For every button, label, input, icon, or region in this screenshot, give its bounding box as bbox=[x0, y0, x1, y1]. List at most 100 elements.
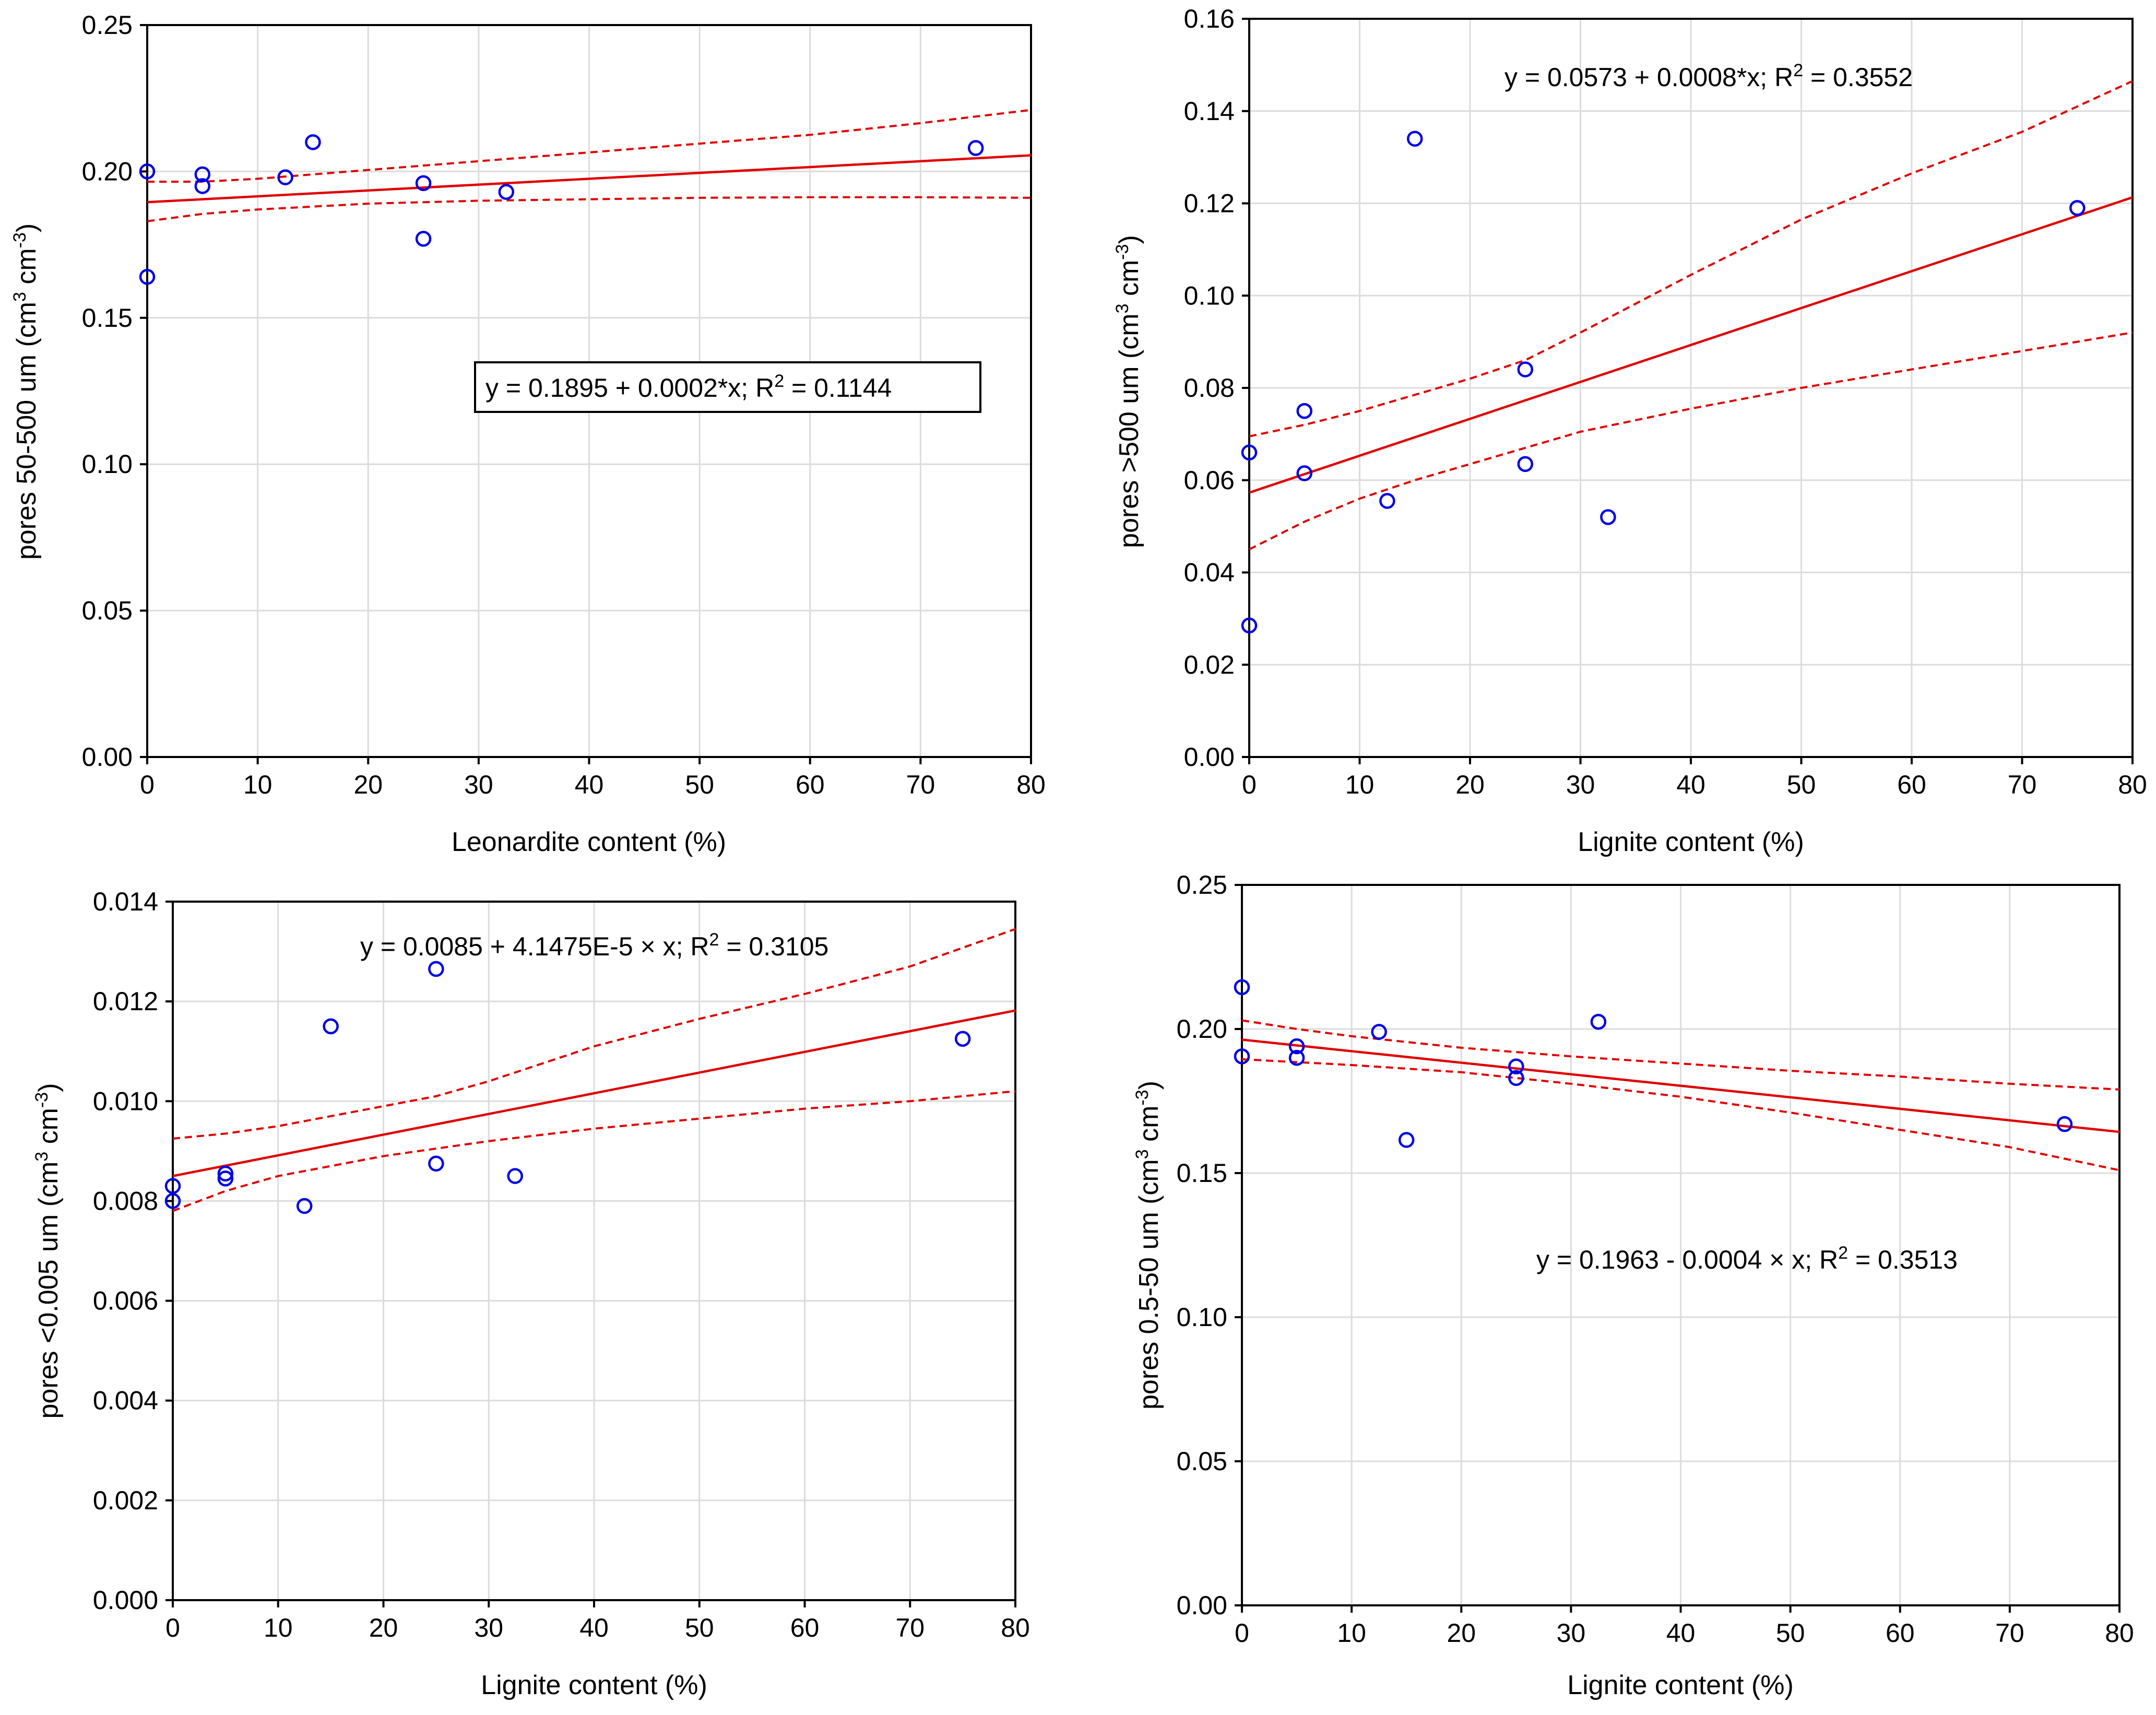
data-point bbox=[1398, 1132, 1415, 1148]
y-tick-label: 0.10 bbox=[82, 450, 133, 479]
y-tick-label: 0.20 bbox=[1177, 1014, 1227, 1044]
regression-equation-part: = 0.3552 bbox=[1803, 63, 1913, 92]
x-tick-label: 0 bbox=[165, 1613, 180, 1642]
data-point bbox=[1234, 1048, 1250, 1065]
y-axis-label-part: ) bbox=[11, 223, 42, 232]
data-point bbox=[277, 169, 293, 185]
y-tick-label: 0.00 bbox=[1177, 1591, 1227, 1620]
y-tick-label: 0.008 bbox=[93, 1186, 158, 1215]
x-tick-label: 70 bbox=[895, 1613, 925, 1642]
regression-line bbox=[1241, 1038, 2120, 1133]
x-tick-label: 50 bbox=[1787, 770, 1816, 799]
data-point bbox=[164, 1178, 181, 1194]
y-tick-label: 0.05 bbox=[1177, 1447, 1227, 1476]
confidence-band-upper bbox=[1241, 1019, 2120, 1091]
y-axis-label-part: cm bbox=[11, 248, 42, 292]
data-point bbox=[164, 1193, 181, 1209]
regression-equation: y = 0.1963 - 0.0004 × x; R2 = 0.3513 bbox=[1536, 1243, 1958, 1274]
y-axis-label-part: -3 bbox=[1112, 244, 1132, 259]
data-point bbox=[428, 961, 444, 977]
data-point bbox=[1288, 1038, 1305, 1055]
data-point bbox=[1296, 465, 1312, 481]
y-axis-label-part: 3 bbox=[1132, 1149, 1152, 1159]
x-tick-label: 40 bbox=[1666, 1618, 1696, 1648]
regression-equation-part: y = 0.0573 + 0.0008*x; R bbox=[1505, 63, 1793, 92]
data-point bbox=[194, 166, 211, 183]
data-point bbox=[1296, 403, 1312, 419]
data-point bbox=[1508, 1070, 1524, 1086]
data-point bbox=[2056, 1116, 2073, 1132]
x-tick-label: 10 bbox=[1345, 770, 1375, 799]
regression-equation-part: y = 0.1963 - 0.0004 × x; R bbox=[1536, 1245, 1838, 1274]
data-point bbox=[1371, 1024, 1387, 1040]
data-point bbox=[1241, 444, 1258, 460]
regression-equation-part: = 0.1144 bbox=[784, 373, 892, 403]
data-point bbox=[1288, 1049, 1305, 1066]
y-axis-label: pores <0.005 um (cm3 cm-3) bbox=[32, 1083, 64, 1418]
data-point bbox=[217, 1170, 234, 1187]
y-axis-label-part: 3 bbox=[1112, 303, 1132, 313]
y-tick-label: 0.10 bbox=[1184, 281, 1235, 310]
x-tick-label: 0 bbox=[1242, 770, 1257, 799]
confidence-band-lower bbox=[147, 196, 1032, 222]
y-tick-label: 0.15 bbox=[1177, 1158, 1227, 1188]
confidence-band-upper bbox=[1249, 80, 2133, 437]
regression-line bbox=[1249, 196, 2133, 494]
confidence-band-lower bbox=[1249, 331, 2133, 551]
y-axis-label-part: ) bbox=[1134, 1081, 1164, 1090]
x-tick-label: 20 bbox=[369, 1613, 398, 1642]
chart-panel-top-left: 0 10 20 30 40 50 60 70 80 0.00 0.05 0.10 0.15 0.20 0.2… bbox=[10, 10, 1046, 857]
data-point bbox=[217, 1165, 234, 1182]
y-tick-label: 0.16 bbox=[1184, 4, 1235, 33]
y-tick-label: 0.000 bbox=[93, 1586, 158, 1615]
regression-equation-part: = 0.3105 bbox=[719, 932, 828, 961]
x-axis-label: Leonardite content (%) bbox=[452, 827, 726, 857]
x-tick-label: 50 bbox=[685, 1613, 714, 1642]
x-tick-label: 70 bbox=[2008, 770, 2037, 799]
data-point bbox=[1590, 1013, 1607, 1030]
data-point bbox=[507, 1168, 523, 1184]
x-tick-label: 80 bbox=[2118, 770, 2147, 799]
confidence-band-upper bbox=[172, 928, 1016, 1140]
x-tick-label: 60 bbox=[1886, 1618, 1915, 1648]
y-tick-label: 0.006 bbox=[93, 1286, 158, 1316]
x-tick-label: 10 bbox=[243, 770, 273, 799]
x-tick-label: 60 bbox=[790, 1613, 820, 1642]
y-axis-label: pores 0.5-50 um (cm3 cm-3) bbox=[1132, 1081, 1164, 1410]
y-tick-label: 0.08 bbox=[1184, 373, 1235, 403]
y-axis-label-part: pores 0.5-50 um (cm bbox=[1134, 1159, 1164, 1410]
regression-equation: y = 0.0085 + 4.1475E-5 × x; R2 = 0.3105 bbox=[360, 930, 828, 961]
y-axis-label-part: -3 bbox=[10, 232, 30, 248]
data-point bbox=[1379, 493, 1395, 509]
regression-equation-part: y = 0.0085 + 4.1475E-5 × x; R bbox=[360, 932, 709, 961]
x-tick-label: 20 bbox=[1455, 770, 1485, 799]
confidence-band-upper bbox=[147, 109, 1032, 183]
x-tick-label: 20 bbox=[353, 770, 383, 799]
data-point bbox=[1241, 617, 1258, 634]
y-axis-label-part: 3 bbox=[32, 1152, 52, 1162]
y-axis-label-part: ) bbox=[33, 1083, 64, 1092]
data-point bbox=[1517, 456, 1533, 472]
data-point bbox=[1517, 361, 1533, 377]
x-tick-label: 30 bbox=[1566, 770, 1595, 799]
data-point bbox=[1600, 509, 1616, 525]
x-axis-label: Lignite content (%) bbox=[1578, 827, 1804, 857]
y-tick-label: 0.05 bbox=[82, 596, 133, 625]
x-tick-label: 40 bbox=[579, 1613, 609, 1642]
y-axis-label: pores >500 um (cm3 cm-3) bbox=[1112, 235, 1144, 548]
y-tick-label: 0.10 bbox=[1177, 1303, 1227, 1332]
y-tick-label: 0.002 bbox=[93, 1486, 158, 1515]
regression-equation-part: = 0.3513 bbox=[1848, 1245, 1958, 1274]
data-point bbox=[139, 269, 156, 285]
y-tick-label: 0.25 bbox=[82, 10, 133, 40]
y-tick-label: 0.00 bbox=[1184, 742, 1235, 772]
x-axis-label: Lignite content (%) bbox=[481, 1670, 707, 1700]
y-tick-label: 0.02 bbox=[1184, 650, 1235, 679]
y-tick-label: 0.06 bbox=[1184, 466, 1235, 495]
regression-equation-part: 2 bbox=[1793, 61, 1803, 80]
data-point bbox=[415, 231, 432, 247]
y-tick-label: 0.010 bbox=[93, 1086, 158, 1116]
y-axis-label-part: pores >500 um (cm bbox=[1114, 313, 1144, 548]
y-tick-label: 0.04 bbox=[1184, 558, 1235, 587]
